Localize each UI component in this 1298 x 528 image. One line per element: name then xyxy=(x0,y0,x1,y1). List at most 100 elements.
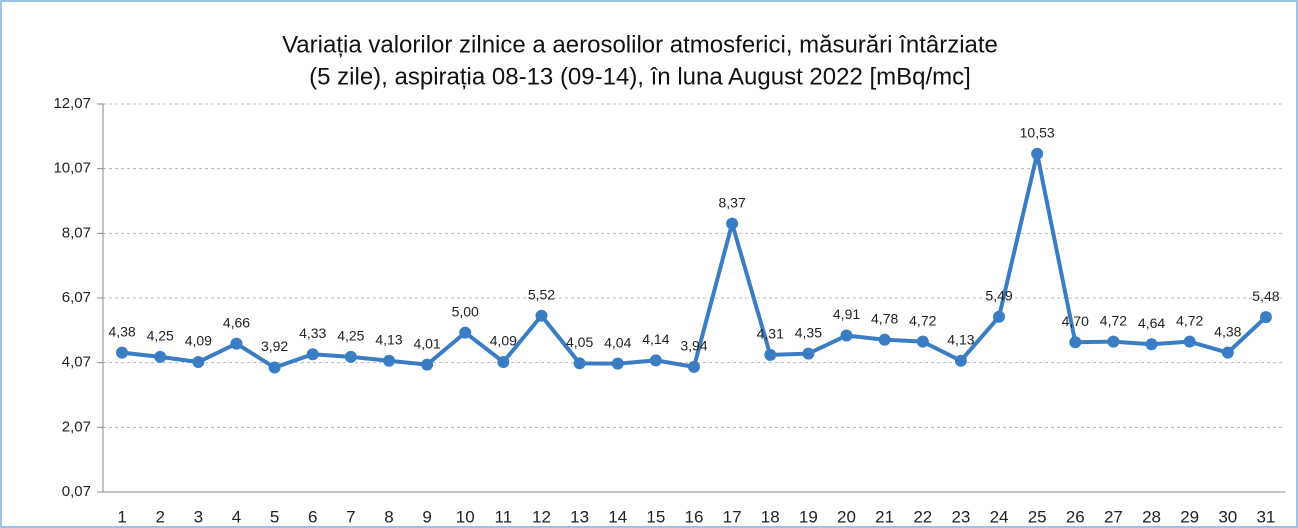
x-tick-label: 12 xyxy=(532,507,551,526)
data-label: 5,48 xyxy=(1252,288,1279,304)
data-point xyxy=(1221,346,1234,359)
x-tick-label: 25 xyxy=(1028,507,1047,526)
x-tick-label: 9 xyxy=(422,507,431,526)
x-tick-label: 19 xyxy=(799,507,818,526)
y-tick-label: 8,07 xyxy=(62,224,91,241)
data-label: 4,09 xyxy=(490,333,517,349)
x-tick-label: 14 xyxy=(608,507,627,526)
data-label: 4,66 xyxy=(223,314,250,330)
x-tick-label: 11 xyxy=(495,507,513,526)
chart-title: Variația valorilor zilnice a aerosolilor… xyxy=(282,31,998,58)
data-label: 4,72 xyxy=(1176,312,1203,328)
data-point xyxy=(268,361,281,374)
x-tick-label: 20 xyxy=(837,507,856,526)
x-tick-label: 4 xyxy=(232,507,241,526)
x-tick-label: 7 xyxy=(346,507,355,526)
data-label: 4,05 xyxy=(566,334,593,350)
x-tick-label: 5 xyxy=(270,507,279,526)
data-point xyxy=(573,357,586,370)
x-tick-label: 29 xyxy=(1180,507,1199,526)
data-label: 4,38 xyxy=(1214,323,1241,339)
data-point xyxy=(1145,338,1158,351)
data-point xyxy=(116,346,129,359)
data-point xyxy=(726,217,739,230)
data-label: 4,14 xyxy=(642,331,669,347)
data-point xyxy=(840,329,853,342)
x-tick-label: 31 xyxy=(1256,507,1275,526)
data-point xyxy=(649,354,662,367)
data-label: 10,53 xyxy=(1020,124,1055,140)
data-point xyxy=(459,326,472,339)
data-point xyxy=(497,356,510,369)
data-point xyxy=(1183,335,1196,348)
data-label: 4,35 xyxy=(795,324,822,340)
data-point xyxy=(954,354,967,367)
data-point xyxy=(154,350,167,363)
data-label: 4,38 xyxy=(108,323,135,339)
y-tick-label: 4,07 xyxy=(62,354,91,371)
data-label: 4,91 xyxy=(833,306,860,322)
x-tick-label: 18 xyxy=(761,507,780,526)
data-label: 3,94 xyxy=(680,338,707,354)
x-tick-label: 28 xyxy=(1142,507,1161,526)
x-tick-label: 13 xyxy=(570,507,589,526)
data-label: 5,49 xyxy=(985,287,1012,303)
x-tick-label: 15 xyxy=(646,507,665,526)
data-point xyxy=(764,348,777,361)
x-tick-label: 23 xyxy=(951,507,970,526)
data-label: 5,52 xyxy=(528,286,555,302)
data-point xyxy=(192,356,205,369)
data-point xyxy=(878,333,891,346)
x-tick-label: 6 xyxy=(308,507,317,526)
data-label: 4,01 xyxy=(413,335,440,351)
x-tick-label: 24 xyxy=(990,507,1009,526)
data-label: 4,64 xyxy=(1138,315,1165,331)
data-point xyxy=(421,358,434,371)
x-tick-label: 21 xyxy=(875,507,894,526)
data-point xyxy=(230,337,243,350)
data-point xyxy=(688,360,700,373)
chart-title: (5 zile), aspirația 08-13 (09-14), în lu… xyxy=(309,63,971,90)
x-tick-label: 26 xyxy=(1066,507,1085,526)
data-label: 4,31 xyxy=(757,326,784,342)
data-label: 5,00 xyxy=(452,303,479,319)
data-point xyxy=(344,350,357,363)
data-point xyxy=(1031,147,1044,160)
x-tick-label: 30 xyxy=(1218,507,1237,526)
data-label: 4,72 xyxy=(909,312,936,328)
data-label: 4,70 xyxy=(1062,313,1089,329)
data-point xyxy=(993,310,1006,323)
data-point xyxy=(1107,335,1120,348)
y-tick-label: 0,07 xyxy=(62,483,91,500)
data-label: 4,13 xyxy=(375,331,402,347)
data-label: 4,04 xyxy=(604,334,631,350)
data-point xyxy=(611,357,624,370)
y-tick-label: 2,07 xyxy=(62,418,91,435)
data-point xyxy=(1069,336,1082,349)
data-point xyxy=(802,347,815,360)
data-label: 4,33 xyxy=(299,325,326,341)
data-label: 8,37 xyxy=(719,194,746,210)
data-point xyxy=(306,348,319,361)
data-label: 4,78 xyxy=(871,310,898,326)
x-tick-label: 2 xyxy=(155,507,164,526)
data-point xyxy=(1259,311,1272,324)
data-label: 3,92 xyxy=(261,338,288,354)
x-tick-label: 3 xyxy=(194,507,203,526)
x-tick-label: 22 xyxy=(913,507,932,526)
data-label: 4,25 xyxy=(147,328,174,344)
data-point xyxy=(535,309,548,322)
y-tick-label: 10,07 xyxy=(53,160,91,177)
data-point xyxy=(382,354,395,367)
data-label: 4,72 xyxy=(1100,312,1127,328)
y-tick-label: 6,07 xyxy=(62,289,91,306)
y-tick-label: 12,07 xyxy=(53,95,91,112)
x-tick-label: 16 xyxy=(685,507,704,526)
x-tick-label: 8 xyxy=(384,507,393,526)
data-label: 4,25 xyxy=(337,328,364,344)
x-tick-label: 10 xyxy=(456,507,475,526)
data-point xyxy=(916,335,929,348)
data-label: 4,09 xyxy=(185,333,212,349)
x-tick-label: 17 xyxy=(723,507,742,526)
